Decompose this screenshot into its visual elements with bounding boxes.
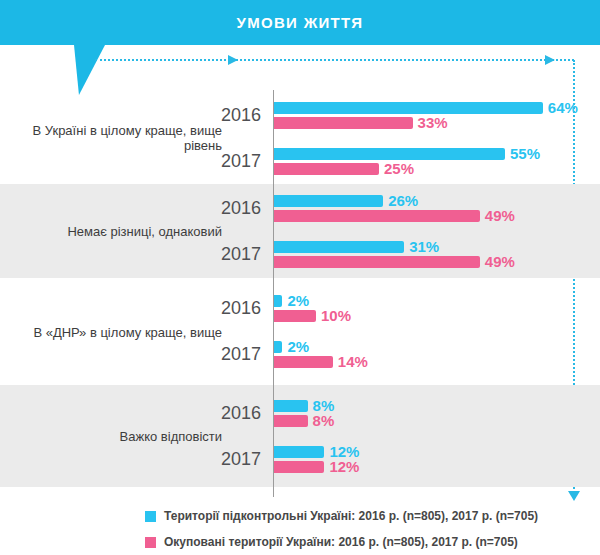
year-label: 2017: [0, 344, 273, 365]
bar-row: 31%: [274, 241, 515, 253]
bar-controlled-territories: [274, 446, 324, 458]
category-label: Важко відповісти: [0, 429, 222, 444]
bar-occupied-territories: [274, 210, 480, 222]
bar-controlled-territories: [274, 195, 383, 207]
bar-controlled-territories: [274, 341, 282, 353]
year-label: 2016: [0, 198, 273, 219]
bar-row: 25%: [274, 163, 540, 175]
bar-row: 8%: [274, 400, 334, 412]
bar-value-label: 26%: [388, 195, 418, 207]
legend-label: Території підконтрольні Україні: 2016 р.…: [164, 509, 538, 523]
bar-controlled-territories: [274, 148, 505, 160]
bar-row: 55%: [274, 148, 540, 160]
bar-controlled-territories: [274, 400, 308, 412]
bar-row: 14%: [274, 356, 368, 368]
bar-value-label: 8%: [313, 400, 335, 412]
year-group: 2016 2% 10%: [0, 295, 600, 322]
bar-value-label: 8%: [313, 415, 335, 427]
bar-occupied-territories: [274, 461, 324, 473]
bar-row: 10%: [274, 310, 351, 322]
arrow-down-icon: [568, 491, 580, 501]
bar-value-label: 2%: [287, 341, 309, 353]
bar-occupied-territories: [274, 415, 308, 427]
bar-value-label: 64%: [548, 102, 578, 114]
page-title: УМОВИ ЖИТТЯ: [237, 14, 364, 31]
category-label: Немає різниці, однаковий: [0, 224, 222, 239]
category-band: Немає різниці, однаковий 2016 26% 49% 2017 31…: [0, 184, 600, 278]
year-group: 2017 12% 12%: [0, 446, 600, 473]
bar-value-label: 31%: [409, 241, 439, 253]
bar-value-label: 25%: [384, 163, 414, 175]
bar-row: 2%: [274, 341, 368, 353]
category-band: Важко відповісти 2016 8% 8% 2017 12% 12%: [0, 385, 600, 487]
bar-row: 12%: [274, 446, 359, 458]
bar-value-label: 2%: [287, 295, 309, 307]
bar-value-label: 12%: [329, 461, 359, 473]
bar-controlled-territories: [274, 295, 282, 307]
chart-bands: В Україні в цілому краще, вище рівень201…: [0, 92, 600, 487]
dotted-line-horizontal: [95, 59, 574, 61]
bar-value-label: 10%: [321, 310, 351, 322]
year-group: 2016 8% 8%: [0, 400, 600, 427]
year-group: 2017 2% 14%: [0, 341, 600, 368]
legend-item-controlled-territories: Території підконтрольні Україні: 2016 р.…: [145, 509, 538, 523]
bar-occupied-territories: [274, 256, 480, 268]
chart-legend: Території підконтрольні Україні: 2016 р.…: [145, 509, 538, 555]
axis-line: [273, 90, 274, 497]
year-label: 2017: [0, 449, 273, 470]
bar-occupied-territories: [274, 117, 413, 129]
bar-controlled-territories: [274, 102, 543, 114]
legend-swatch-blue: [145, 511, 156, 522]
year-label: 2016: [0, 298, 273, 319]
category-band: В Україні в цілому краще, вище рівень201…: [0, 92, 600, 184]
bar-row: 2%: [274, 295, 351, 307]
year-label: 2017: [0, 244, 273, 265]
bar-occupied-territories: [274, 163, 379, 175]
bar-value-label: 33%: [418, 117, 448, 129]
bar-value-label: 49%: [485, 210, 515, 222]
bar-row: 49%: [274, 210, 515, 222]
category-band: В «ДНР» в цілому краще, вище20162%10%201…: [0, 278, 600, 385]
bar-value-label: 49%: [485, 256, 515, 268]
year-group: 2017 31% 49%: [0, 241, 600, 268]
bar-occupied-territories: [274, 310, 316, 322]
bar-value-label: 55%: [510, 148, 540, 160]
arrow-right-icon: [228, 55, 238, 65]
bar-row: 26%: [274, 195, 515, 207]
bar-row: 33%: [274, 117, 578, 129]
year-label: 2017: [0, 151, 273, 172]
bar-row: 8%: [274, 415, 334, 427]
legend-label: Окуповані території України: 2016 р. (n=…: [164, 535, 518, 549]
title-banner: УМОВИ ЖИТТЯ: [0, 0, 600, 45]
year-group: 2016 26% 49%: [0, 195, 600, 222]
legend-swatch-pink: [145, 537, 156, 548]
arrow-right-icon: [545, 55, 555, 65]
bar-row: 12%: [274, 461, 359, 473]
category-label: В Україні в цілому краще, вище рівень: [0, 123, 222, 153]
bar-value-label: 14%: [338, 356, 368, 368]
legend-item-occupied-territories: Окуповані території України: 2016 р. (n=…: [145, 535, 538, 549]
bar-occupied-territories: [274, 356, 333, 368]
year-label: 2016: [0, 403, 273, 424]
category-label: В «ДНР» в цілому краще, вище: [0, 324, 222, 339]
speech-bubble-tail: [74, 45, 105, 95]
bar-controlled-territories: [274, 241, 404, 253]
bar-row: 49%: [274, 256, 515, 268]
bar-row: 64%: [274, 102, 578, 114]
bar-value-label: 12%: [329, 446, 359, 458]
